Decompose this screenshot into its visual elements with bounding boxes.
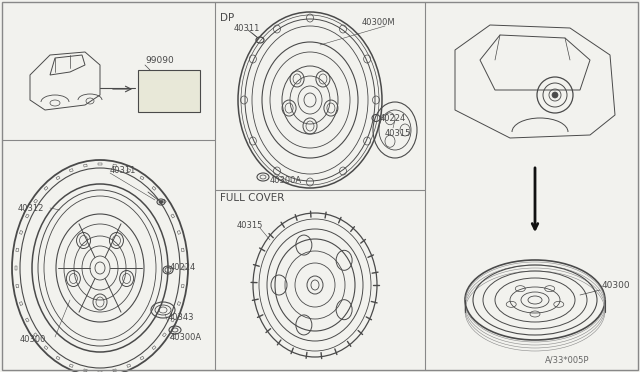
Text: 40300M: 40300M <box>362 17 396 26</box>
Text: 40311: 40311 <box>110 166 136 174</box>
Text: 40300A: 40300A <box>170 334 202 343</box>
Text: 40343: 40343 <box>168 314 195 323</box>
Text: FULL COVER: FULL COVER <box>220 193 284 203</box>
Text: 40300: 40300 <box>20 336 46 344</box>
Text: DP: DP <box>220 13 234 23</box>
Text: 40224: 40224 <box>170 263 196 273</box>
Text: 40311: 40311 <box>234 23 260 32</box>
Ellipse shape <box>552 92 558 98</box>
Text: A/33*005P: A/33*005P <box>545 356 589 365</box>
Text: 99090: 99090 <box>145 55 173 64</box>
Text: 40315: 40315 <box>385 128 412 138</box>
Text: 40224: 40224 <box>380 113 406 122</box>
Ellipse shape <box>159 201 163 203</box>
Text: 40300: 40300 <box>602 280 630 289</box>
Text: 40312: 40312 <box>18 203 44 212</box>
FancyBboxPatch shape <box>138 70 200 112</box>
Text: 40315: 40315 <box>237 221 264 230</box>
Text: 40300A: 40300A <box>270 176 302 185</box>
